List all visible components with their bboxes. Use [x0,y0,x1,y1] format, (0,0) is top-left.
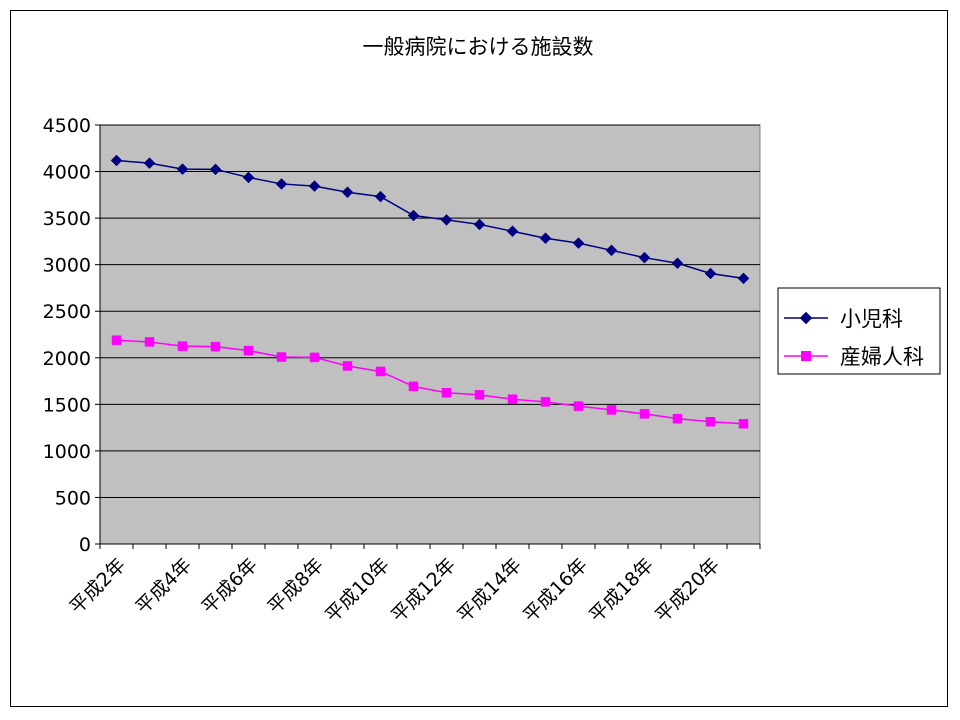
x-tick-label: 平成2年 [66,554,130,618]
y-tick-label: 1000 [43,441,91,463]
data-point [639,409,650,419]
data-point [110,154,123,167]
x-tick-label: 平成18年 [585,554,658,627]
data-point [309,352,320,363]
x-tick-label: 平成8年 [264,554,328,618]
data-point [209,163,222,176]
data-point [276,352,287,362]
data-point [275,178,288,190]
data-point [638,251,651,264]
x-tick-label: 平成14年 [453,554,526,627]
legend-marker-obstetrics [801,351,811,361]
chart-title: 一般病院における施設数 [363,35,594,59]
data-point [606,405,617,415]
data-point [705,416,716,427]
legend-label-obstetrics: 産婦人科 [840,345,924,369]
data-point [210,341,221,352]
data-point [177,341,188,351]
y-tick-label: 4000 [43,162,91,184]
data-point [242,171,255,184]
data-point [672,413,683,424]
data-point [507,394,518,404]
y-tick-label: 3000 [43,255,91,277]
data-point [341,186,354,199]
data-point [111,335,122,345]
series-line-0 [116,159,744,280]
data-point [243,345,254,356]
data-point [738,419,749,429]
series-line-1 [116,339,744,425]
legend: 小児科 産婦人科 [777,287,941,375]
data-point [440,214,453,226]
x-tick-label: 平成16年 [519,554,592,627]
x-tick-label: 平成12年 [387,554,460,627]
data-point [176,163,189,175]
data-point [375,366,386,377]
y-tick-label: 0 [79,534,91,556]
gridlines [100,124,760,498]
y-tick-label: 2500 [43,301,91,323]
y-tick-label: 500 [55,487,91,509]
x-tick-label: 平成20年 [651,554,724,627]
y-tick-label: 3500 [43,208,91,230]
legend-label-pediatrics: 小児科 [840,307,903,331]
legend-marker-pediatrics [799,311,813,325]
data-point [144,337,155,347]
y-tick-label: 4500 [43,115,91,137]
data-point [342,361,353,371]
x-tick-label: 平成10年 [321,554,394,627]
data-point [737,272,750,285]
data-point [539,232,552,245]
data-point [473,218,486,231]
plot-area [99,124,761,545]
data-point [408,381,419,392]
data-point [441,388,452,398]
data-point [671,257,684,270]
data-point [704,267,717,280]
data-point [143,157,156,170]
y-tick-label: 2000 [43,348,91,370]
data-point [308,180,321,192]
data-point [407,209,420,222]
y-tick-label: 1500 [43,394,91,416]
data-point [540,397,551,407]
series-layer [110,154,750,429]
data-point [572,237,585,250]
x-tick-label: 平成4年 [132,554,196,618]
data-point [573,401,584,411]
x-tick-label: 平成6年 [198,554,262,618]
data-point [506,225,519,238]
data-point [605,244,618,257]
data-point [374,190,387,203]
data-point [474,390,485,400]
